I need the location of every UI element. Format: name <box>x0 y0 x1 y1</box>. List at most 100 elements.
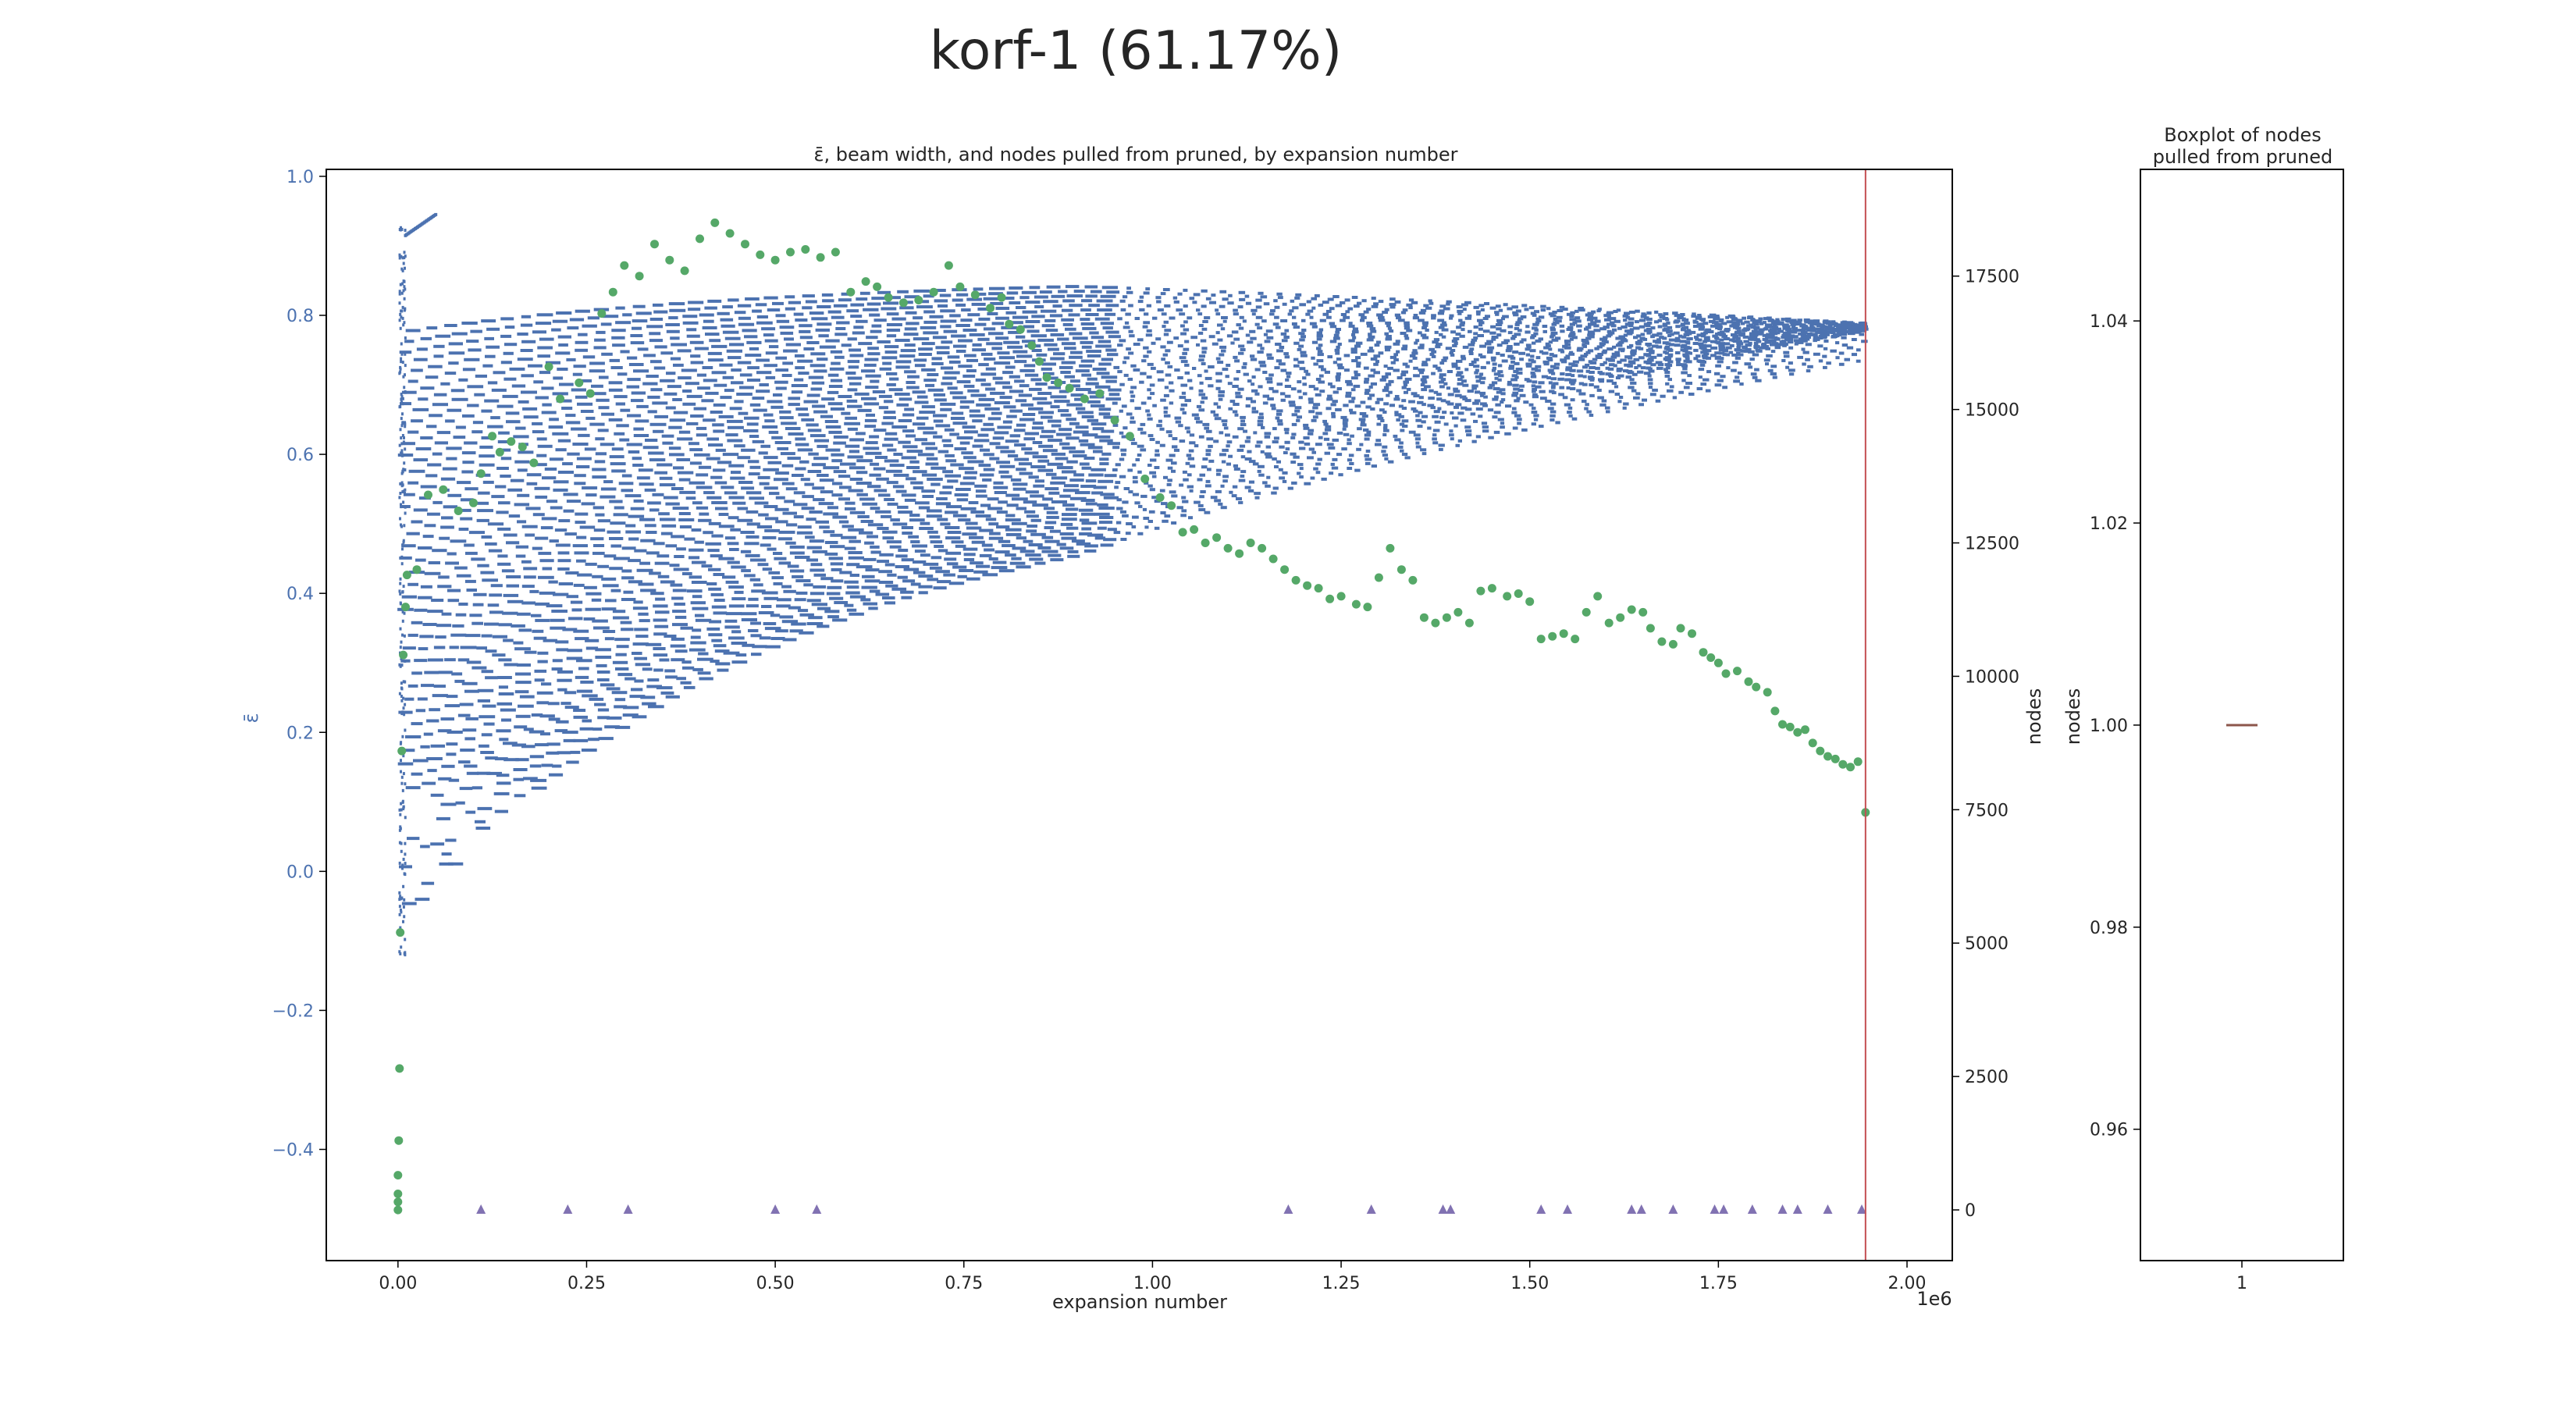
beam-width-point <box>650 240 659 249</box>
beam-width-point <box>1408 575 1418 585</box>
beam-width-point <box>1314 584 1323 593</box>
pulled-from-pruned-point <box>1627 1204 1637 1215</box>
beam-width-point <box>1336 592 1346 601</box>
right-y-axis: 17500 15000 12500 10000 7500 5000 2500 0 <box>1952 268 2019 1221</box>
pulled-from-pruned-point <box>1719 1204 1729 1215</box>
boxplot-chart: Boxplot of nodes pulled from pruned 1.04… <box>2062 124 2344 1293</box>
beam-width-point <box>399 650 408 660</box>
beam-width-point <box>898 298 908 308</box>
boxplot-y-tick-label: 1.04 <box>2090 312 2128 332</box>
beam-width-point <box>929 287 938 297</box>
left-y-tick-label: 0.4 <box>286 585 314 604</box>
beam-width-point <box>507 437 516 446</box>
beam-width-point <box>1559 629 1568 638</box>
beam-width-point <box>1668 639 1678 649</box>
beam-width-point <box>1646 624 1655 633</box>
beam-width-point <box>1442 613 1451 622</box>
boxplot-y-tick-label: 0.98 <box>2090 919 2128 938</box>
beam-width-point <box>393 1205 403 1215</box>
beam-width-point <box>1095 389 1105 398</box>
pulled-from-pruned-point <box>1857 1204 1867 1215</box>
left-y-tick-label: −0.2 <box>272 1001 314 1021</box>
beam-width-point <box>1386 543 1395 553</box>
beam-width-point <box>1351 599 1361 609</box>
beam-width-point <box>1627 605 1636 614</box>
right-y-tick-label: 5000 <box>1965 934 2008 954</box>
beam-width-point <box>816 253 825 262</box>
beam-width-point <box>518 443 527 451</box>
beam-width-point <box>1604 618 1614 628</box>
beam-width-point <box>585 389 595 398</box>
x-tick-label: 1.75 <box>1699 1274 1738 1293</box>
left-y-tick-label: 1.0 <box>286 168 314 187</box>
boxplot-x-tick-label: 1 <box>2236 1274 2247 1293</box>
pulled-from-pruned-point <box>1636 1204 1646 1215</box>
beam-width-point <box>394 1136 404 1145</box>
pulled-from-pruned-point <box>563 1204 573 1215</box>
beam-width-point <box>770 255 780 265</box>
beam-width-point <box>1419 613 1429 622</box>
beam-width-point <box>1453 607 1463 617</box>
beam-width-point <box>1706 653 1716 662</box>
beam-width-point <box>469 498 478 507</box>
pulled-from-pruned-point <box>1536 1204 1546 1215</box>
left-y-tick-label: 0.2 <box>286 724 314 743</box>
x-tick-label: 1.25 <box>1322 1274 1361 1293</box>
main-plot-area <box>393 169 1870 1261</box>
boxplot-y-tick-label: 0.96 <box>2090 1121 2128 1140</box>
beam-width-point <box>1571 635 1580 644</box>
pulled-from-pruned-point <box>476 1204 486 1215</box>
main-chart-title: ε̄, beam width, and nodes pulled from pr… <box>814 144 1458 165</box>
right-y-tick-label: 2500 <box>1965 1068 2008 1087</box>
beam-width-point <box>944 261 953 270</box>
right-y-tick-label: 15000 <box>1965 401 2019 421</box>
beam-width-point <box>1190 525 1199 534</box>
beam-width-point <box>1733 667 1742 676</box>
pulled-from-pruned-point <box>1438 1204 1448 1215</box>
beam-width-point <box>1034 357 1044 366</box>
right-y-tick-label: 17500 <box>1965 268 2019 287</box>
x-tick-label: 0.50 <box>756 1274 795 1293</box>
x-tick-label: 0.25 <box>568 1274 606 1293</box>
beam-width-point <box>1676 624 1685 633</box>
beam-width-point <box>1140 475 1150 483</box>
beam-width-point <box>1785 722 1795 731</box>
beam-width-point <box>831 247 840 257</box>
boxplot-y-tick-label: 1.02 <box>2090 514 2128 534</box>
left-y-tick-label: 0.8 <box>286 307 314 326</box>
beam-width-point <box>1770 706 1780 716</box>
pulled-from-pruned-point <box>1710 1204 1720 1215</box>
beam-width-point <box>986 304 995 313</box>
beam-width-point <box>1325 594 1335 603</box>
beam-width-point <box>1110 415 1119 425</box>
beam-width-point <box>1374 573 1383 582</box>
beam-width-point <box>396 928 405 937</box>
beam-width-point <box>710 218 720 227</box>
beam-width-point <box>424 490 432 500</box>
beam-width-point <box>786 247 795 257</box>
beam-width-point <box>575 378 584 387</box>
boxplot-y-tick-label: 1.00 <box>2090 717 2128 736</box>
x-tick-label: 0.75 <box>945 1274 983 1293</box>
beam-width-point <box>1752 682 1761 692</box>
beam-width-point <box>1823 752 1832 761</box>
beam-width-point <box>1657 637 1667 646</box>
beam-width-point <box>1838 759 1848 769</box>
beam-width-point <box>393 1171 403 1180</box>
beam-width-point <box>914 296 923 304</box>
x-tick-label: 1.00 <box>1133 1274 1172 1293</box>
beam-width-point <box>529 458 539 468</box>
beam-width-point <box>1808 738 1817 748</box>
x-tick-label: 0.00 <box>379 1274 417 1293</box>
beam-width-point <box>397 746 407 756</box>
beam-width-point <box>861 277 870 286</box>
boxplot-y-axis: 1.04 1.02 1.00 0.98 0.96 <box>2090 312 2140 1140</box>
beam-width-point <box>1744 677 1753 686</box>
beam-width-point <box>696 234 704 244</box>
beam-width-point <box>1476 586 1485 596</box>
beam-width-point <box>884 293 893 302</box>
pulled-from-pruned-point <box>770 1204 781 1215</box>
beam-width-point <box>1155 493 1165 502</box>
